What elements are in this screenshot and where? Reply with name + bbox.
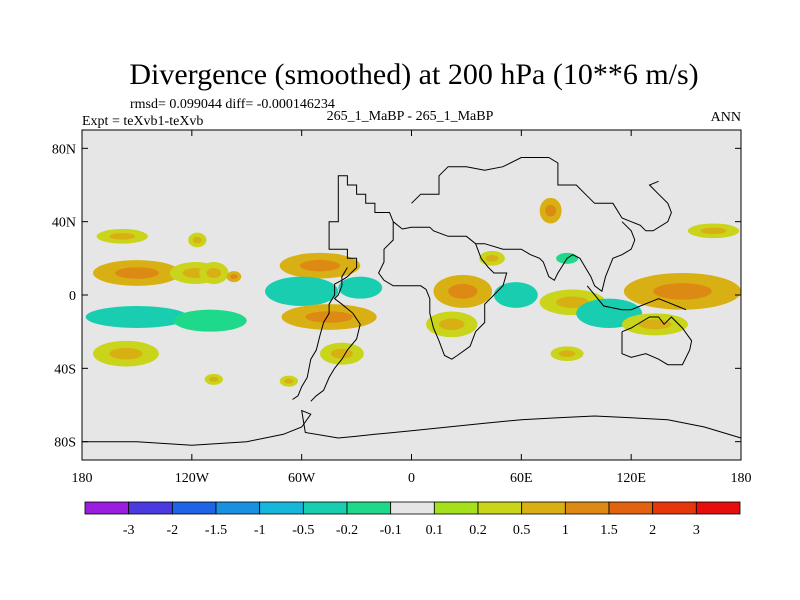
- feature-core-south-atlantic-45s: [284, 378, 294, 384]
- feature-pacific-sh-conv: [85, 306, 189, 328]
- feature-core-australia-div: [638, 319, 672, 330]
- colorbar-label: -0.5: [292, 523, 314, 538]
- x-tick-label: 0: [408, 471, 415, 486]
- colorbar: -3 -2 -1.5 -1 -0.5 -0.2 -0.1 0.1 0.2 0.5 1 1.5 2 3: [84, 501, 741, 538]
- feature-core-south-atlantic-30s: [330, 348, 353, 359]
- colorbar-label: 0.5: [513, 523, 531, 538]
- feature-core-east-pacific-10n: [230, 274, 238, 280]
- axis-ticks: 180 120W 60W 0 60E 120E 180 80N 40N 0 40S 80S: [52, 130, 752, 486]
- feature-core-africa-south: [438, 318, 465, 331]
- coastline-maritime-continent: [586, 285, 687, 311]
- colorbar-swatch: [390, 501, 435, 515]
- feature-core-north-pacific-40n: [700, 227, 727, 235]
- x-tick-label: 180: [72, 471, 93, 486]
- feature-core-south-pacific-45s: [209, 376, 219, 382]
- x-tick-label: 120E: [616, 471, 646, 486]
- colorbar-label: 0.1: [426, 523, 444, 538]
- colorbar-label: 1.5: [600, 523, 618, 538]
- x-tick-label: 120W: [175, 471, 210, 486]
- y-tick-label: 0: [69, 289, 76, 304]
- colorbar-swatch: [433, 501, 479, 515]
- colorbar-swatch: [84, 501, 130, 515]
- feature-arabian-sea-conv: [493, 282, 538, 308]
- coastline-asia-south: [475, 221, 636, 293]
- feature-atlantic-eq-conv: [338, 276, 383, 299]
- map-panel: 180 120W 60W 0 60E 120E 180 80N 40N 0 40S 80S: [52, 129, 752, 486]
- colorbar-label: -0.1: [380, 523, 402, 538]
- y-tick-label: 80S: [54, 436, 76, 451]
- y-tick-label: 80N: [52, 142, 76, 157]
- period-label: ANN: [711, 110, 741, 125]
- colorbar-label: -3: [123, 523, 135, 538]
- colorbar-swatch: [652, 501, 697, 515]
- feature-core-caribbean-15n: [299, 259, 341, 272]
- colorbar-swatch: [215, 501, 261, 515]
- colorbar-swatch: [302, 501, 348, 515]
- colorbar-label: 2: [649, 523, 656, 538]
- coastline-eurasia-north: [411, 157, 672, 232]
- colorbar-label: 0.2: [469, 523, 487, 538]
- x-tick-label: 60E: [510, 471, 533, 486]
- colorbar-swatch: [608, 501, 654, 515]
- feature-core-east-pacific-itcz: [206, 268, 222, 278]
- x-tick-label: 60W: [288, 471, 316, 486]
- colorbar-swatch: [346, 501, 392, 515]
- coastline-antarctica: [82, 409, 742, 446]
- feature-core-west-pacific-div: [653, 283, 712, 300]
- y-tick-label: 40N: [52, 216, 76, 231]
- colorbar-swatch: [477, 501, 523, 515]
- x-tick-label: 180: [731, 471, 752, 486]
- colorbar-swatch: [171, 501, 217, 515]
- expt-label: Expt = teXvb1-teXvb: [82, 114, 203, 129]
- feature-pacific-sh-conv-b: [173, 309, 247, 332]
- feature-core-south-indian-30s: [558, 350, 576, 357]
- coastline-africa-west: [378, 221, 508, 360]
- coastline-australia: [621, 316, 693, 366]
- feature-core-north-pacific-35n: [109, 233, 136, 240]
- coastline-north-america-east: [292, 175, 394, 400]
- case-label: 265_1_MaBP - 265_1_MaBP: [327, 109, 494, 124]
- feature-core-south-america-div: [305, 311, 353, 323]
- feature-core-africa-eq: [448, 283, 478, 299]
- stats-text: rmsd= 0.099044 diff= -0.000146234: [130, 97, 335, 112]
- coastlines: [82, 157, 742, 446]
- feature-central-america-conv: [265, 276, 339, 307]
- colorbar-label: -1: [254, 523, 266, 538]
- colorbar-label: -0.2: [336, 523, 358, 538]
- colorbar-swatch: [521, 501, 566, 515]
- colorbar-swatch: [695, 501, 741, 515]
- y-tick-label: 40S: [54, 362, 76, 377]
- feature-core-pacific-nh-subtropics: [114, 267, 159, 279]
- feature-core-tibet-45n: [545, 204, 557, 217]
- feature-core-mediterranean-35n: [485, 255, 499, 262]
- colorbar-label: -2: [166, 523, 178, 538]
- feature-core-north-pacific-35n-b: [192, 236, 202, 244]
- colorbar-label: 3: [693, 523, 700, 538]
- coastline-south-america-west: [310, 267, 361, 402]
- colorbar-label: -1.5: [205, 523, 227, 538]
- colorbar-swatch: [259, 501, 304, 515]
- feature-core-south-pacific-30s: [109, 347, 143, 360]
- colorbar-swatch: [128, 501, 173, 515]
- colorbar-label: 1: [562, 523, 569, 538]
- chart-title: Divergence (smoothed) at 200 hPa (10**6 …: [129, 58, 698, 91]
- colorbar-swatch: [564, 501, 610, 515]
- feature-core-indian-ocean-eq: [556, 296, 590, 309]
